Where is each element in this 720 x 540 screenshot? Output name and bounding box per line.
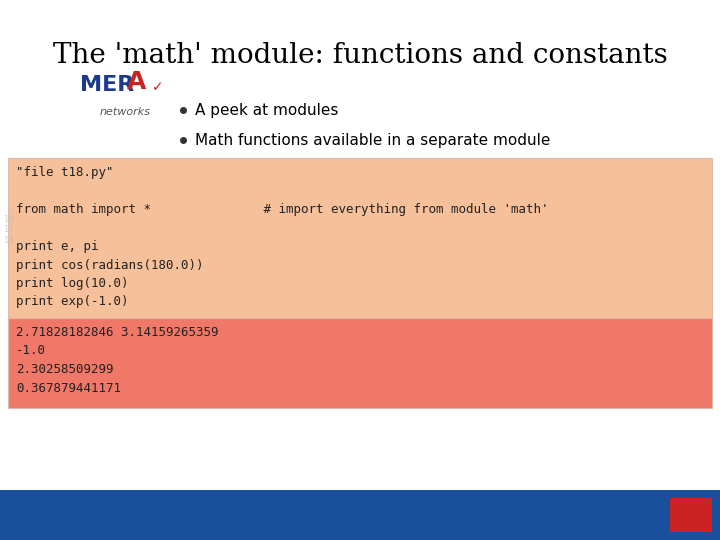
- FancyBboxPatch shape: [8, 318, 712, 408]
- Text: "file t18.py"

from math import *               # import everything from module : "file t18.py" from math import * # impor…: [16, 166, 549, 308]
- FancyBboxPatch shape: [0, 490, 720, 540]
- FancyBboxPatch shape: [8, 158, 712, 318]
- FancyBboxPatch shape: [670, 498, 712, 532]
- Text: MER: MER: [80, 75, 134, 95]
- Text: 2.71828182846 3.14159265359
-1.0
2.30258509299
0.367879441171: 2.71828182846 3.14159265359 -1.0 2.30258…: [16, 326, 218, 395]
- Text: The 'math' module: functions and constants: The 'math' module: functions and constan…: [53, 42, 667, 69]
- Text: networks: networks: [100, 107, 151, 117]
- Text: 10
11
11: 10 11 11: [4, 215, 14, 245]
- Text: A: A: [127, 70, 146, 94]
- Text: ✓: ✓: [152, 80, 163, 94]
- Text: Math functions available in a separate module: Math functions available in a separate m…: [195, 132, 550, 147]
- Text: A peek at modules: A peek at modules: [195, 103, 338, 118]
